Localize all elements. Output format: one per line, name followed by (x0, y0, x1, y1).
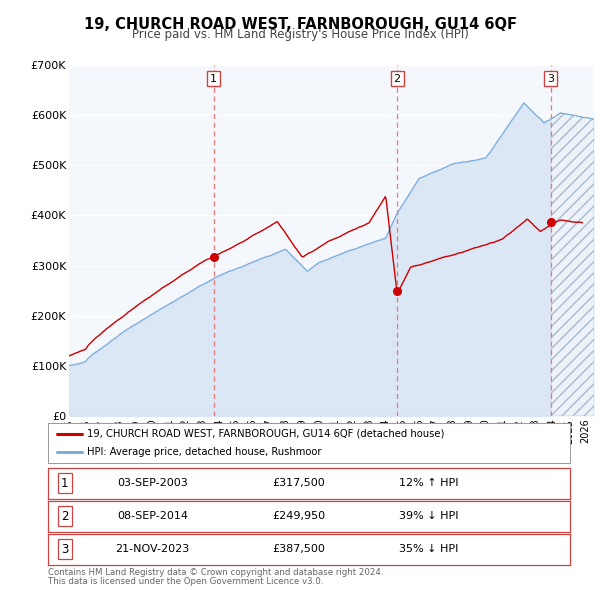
Text: £387,500: £387,500 (272, 545, 325, 554)
Text: Price paid vs. HM Land Registry's House Price Index (HPI): Price paid vs. HM Land Registry's House … (131, 28, 469, 41)
Text: 39% ↓ HPI: 39% ↓ HPI (400, 512, 459, 521)
Text: £249,950: £249,950 (272, 512, 325, 521)
Text: Contains HM Land Registry data © Crown copyright and database right 2024.: Contains HM Land Registry data © Crown c… (48, 568, 383, 577)
Text: 35% ↓ HPI: 35% ↓ HPI (400, 545, 459, 554)
Text: £317,500: £317,500 (272, 478, 325, 488)
Text: 2: 2 (61, 510, 68, 523)
Text: 2: 2 (394, 74, 401, 84)
Text: 19, CHURCH ROAD WEST, FARNBOROUGH, GU14 6QF (detached house): 19, CHURCH ROAD WEST, FARNBOROUGH, GU14 … (87, 429, 445, 439)
Text: 3: 3 (547, 74, 554, 84)
Text: 3: 3 (61, 543, 68, 556)
Text: 03-SEP-2003: 03-SEP-2003 (117, 478, 188, 488)
Text: 1: 1 (210, 74, 217, 84)
Text: 08-SEP-2014: 08-SEP-2014 (117, 512, 188, 521)
Text: 19, CHURCH ROAD WEST, FARNBOROUGH, GU14 6QF: 19, CHURCH ROAD WEST, FARNBOROUGH, GU14 … (83, 17, 517, 31)
Text: This data is licensed under the Open Government Licence v3.0.: This data is licensed under the Open Gov… (48, 577, 323, 586)
Text: 1: 1 (61, 477, 68, 490)
Text: HPI: Average price, detached house, Rushmoor: HPI: Average price, detached house, Rush… (87, 447, 322, 457)
Text: 12% ↑ HPI: 12% ↑ HPI (400, 478, 459, 488)
Text: 21-NOV-2023: 21-NOV-2023 (115, 545, 190, 554)
